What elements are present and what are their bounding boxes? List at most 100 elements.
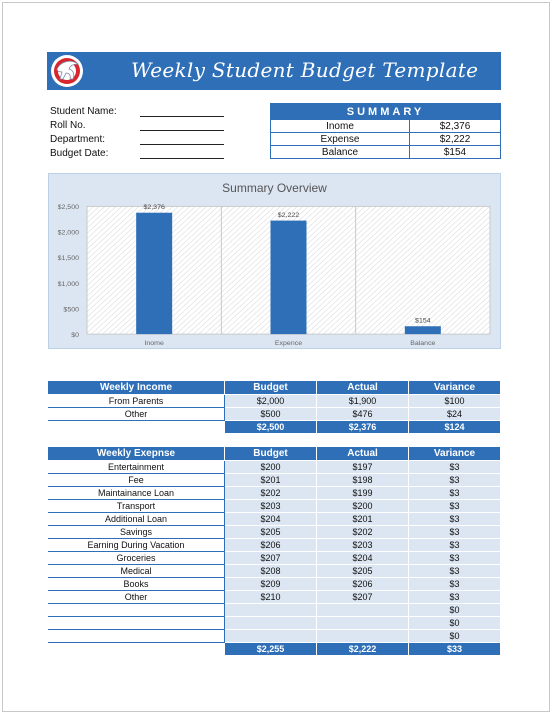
expense-variance-cell: $3: [408, 590, 501, 604]
expense-variance-cell: $3: [408, 460, 501, 474]
data-label: $154: [415, 318, 431, 325]
income-actual-cell: $1,900: [316, 394, 409, 408]
expense-actual-cell: [316, 603, 409, 617]
department-field[interactable]: [140, 144, 224, 145]
pegasus-logo-icon: [51, 55, 83, 87]
expense-variance-cell: $3: [408, 577, 501, 591]
expense-category-cell: [48, 616, 225, 630]
summary-value: $2,222: [409, 132, 501, 146]
expense-budget-cell: [224, 629, 317, 643]
student-name-field[interactable]: [140, 116, 224, 117]
budget-date-row: Budget Date:: [50, 147, 225, 161]
income-total-variance: $124: [408, 420, 501, 434]
expense-variance-cell: $0: [408, 603, 501, 617]
expense-budget-cell: $200: [224, 460, 317, 474]
expense-total-variance: $33: [408, 642, 501, 656]
summary-label: Inome: [270, 119, 410, 133]
table-row: Earning During Vacation $206 $203 $3: [48, 538, 501, 552]
table-row: Fee $201 $198 $3: [48, 473, 501, 487]
expense-total-budget: $2,255: [224, 642, 317, 656]
expense-budget-cell: $209: [224, 577, 317, 591]
expense-budget-cell: [224, 603, 317, 617]
expense-category-cell: Transport: [48, 499, 225, 513]
expense-total-actual: $2,222: [316, 642, 409, 656]
y-tick-label: $500: [63, 307, 79, 314]
expense-actual-cell: $203: [316, 538, 409, 552]
summary-heading: SUMMARY: [270, 103, 501, 120]
income-budget-cell: $500: [224, 407, 317, 421]
expense-category-cell: Books: [48, 577, 225, 591]
table-row: Transport $203 $200 $3: [48, 499, 501, 513]
expense-variance-cell: $3: [408, 499, 501, 513]
expense-variance-cell: $0: [408, 629, 501, 643]
expense-actual-cell: $200: [316, 499, 409, 513]
x-tick-label: Expence: [275, 340, 302, 347]
expense-budget-cell: $206: [224, 538, 317, 552]
income-header-row: Weekly Income Budget Actual Variance: [48, 380, 501, 395]
summary-chart: Summary Overview $0 $500 $1,000 $1,500 $2,00…: [48, 173, 501, 349]
expense-category-cell: Earning During Vacation: [48, 538, 225, 552]
table-row: Other $500 $476 $24: [48, 407, 501, 421]
table-row: From Parents $2,000 $1,900 $100: [48, 394, 501, 408]
expense-actual-cell: $206: [316, 577, 409, 591]
expense-category-cell: Savings: [48, 525, 225, 539]
table-row: Additional Loan $204 $201 $3: [48, 512, 501, 526]
expense-budget-cell: $205: [224, 525, 317, 539]
expense-budget-cell: $208: [224, 564, 317, 578]
roll-no-field[interactable]: [140, 130, 224, 131]
chart-title: Summary Overview: [222, 181, 327, 195]
student-name-label: Student Name:: [50, 106, 117, 117]
summary-value: $154: [409, 145, 501, 159]
page-title: Weekly Student Budget Template: [131, 58, 479, 82]
expense-budget-cell: $207: [224, 551, 317, 565]
y-tick-label: $1,500: [58, 255, 80, 262]
summary-label: Expense: [270, 132, 410, 146]
table-row: Maintainance Loan $202 $199 $3: [48, 486, 501, 500]
y-tick-label: $2,000: [58, 230, 80, 237]
department-label: Department:: [50, 134, 106, 145]
data-label: $2,376: [143, 204, 165, 211]
income-variance-cell: $100: [408, 394, 501, 408]
expense-actual-cell: $199: [316, 486, 409, 500]
expense-actual-cell: $207: [316, 590, 409, 604]
expense-column-header: Actual: [316, 446, 409, 461]
income-total-actual: $2,376: [316, 420, 409, 434]
income-column-header: Actual: [316, 380, 409, 395]
table-row: Savings $205 $202 $3: [48, 525, 501, 539]
expense-actual-cell: $204: [316, 551, 409, 565]
expense-category-cell: Medical: [48, 564, 225, 578]
expense-category-cell: Additional Loan: [48, 512, 225, 526]
expense-actual-cell: $197: [316, 460, 409, 474]
expense-variance-cell: $3: [408, 551, 501, 565]
expense-budget-cell: $210: [224, 590, 317, 604]
income-total-budget: $2,500: [224, 420, 317, 434]
data-label: $2,222: [278, 212, 300, 219]
expense-variance-cell: $3: [408, 564, 501, 578]
expense-column-header: Weekly Exepnse: [48, 446, 225, 461]
table-row: Other $210 $207 $3: [48, 590, 501, 604]
x-tick-label: Balance: [410, 340, 436, 347]
expense-column-header: Variance: [408, 446, 501, 461]
expense-variance-cell: $3: [408, 525, 501, 539]
student-name-row: Student Name:: [50, 105, 225, 119]
table-row: Medical $208 $205 $3: [48, 564, 501, 578]
expense-actual-cell: [316, 629, 409, 643]
expense-budget-cell: $202: [224, 486, 317, 500]
expense-total-category: [48, 642, 225, 656]
department-row: Department:: [50, 133, 225, 147]
income-totals-row: $2,500 $2,376 $124: [48, 420, 501, 434]
expense-budget-cell: [224, 616, 317, 630]
summary-label: Balance: [270, 145, 410, 159]
table-row: Entertainment $200 $197 $3: [48, 460, 501, 474]
bar-balance: [404, 326, 441, 335]
budget-date-field[interactable]: [140, 158, 224, 159]
expense-actual-cell: $202: [316, 525, 409, 539]
expense-variance-cell: $0: [408, 616, 501, 630]
title-banner: Weekly Student Budget Template: [47, 52, 501, 90]
income-actual-cell: $476: [316, 407, 409, 421]
roll-no-label: Roll No.: [50, 120, 86, 131]
table-row: $0: [48, 629, 501, 643]
income-variance-cell: $24: [408, 407, 501, 421]
expense-variance-cell: $3: [408, 486, 501, 500]
expense-totals-row: $2,255 $2,222 $33: [48, 642, 501, 656]
